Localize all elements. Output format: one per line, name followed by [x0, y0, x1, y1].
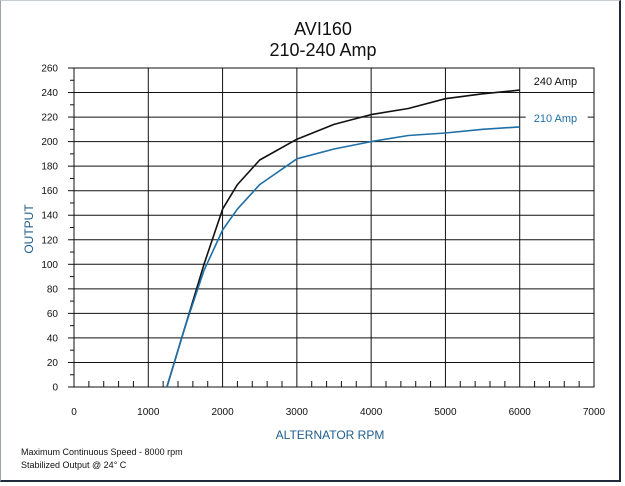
y-tick-label: 20 — [47, 358, 59, 369]
y-tick-label: 220 — [41, 113, 58, 124]
y-tick-label: 240 — [41, 88, 58, 99]
series-label-bg-1 — [525, 109, 588, 125]
note-max-speed: Maximum Continuous Speed - 8000 rpm — [21, 447, 183, 457]
x-axis-label: ALTERNATOR RPM — [276, 428, 385, 442]
note-stabilized: Stabilized Output @ 24° C — [21, 460, 127, 470]
series-line-1 — [166, 126, 520, 388]
y-tick-label: 60 — [47, 309, 59, 320]
series-line-0 — [166, 89, 520, 388]
y-tick-label: 0 — [52, 383, 58, 394]
x-tick-label: 5000 — [434, 407, 457, 418]
plot-area — [73, 67, 595, 388]
x-tick-label: 4000 — [360, 407, 383, 418]
x-tick-label: 7000 — [583, 407, 606, 418]
y-tick-label: 260 — [41, 64, 58, 75]
series-label-0: 240 Amp — [534, 76, 577, 88]
y-tick-label: 80 — [47, 284, 59, 295]
chart-title: AVI160 — [294, 19, 352, 39]
y-tick-label: 200 — [41, 137, 58, 148]
x-tick-label: 3000 — [286, 407, 309, 418]
x-tick-label: 6000 — [509, 407, 532, 418]
x-tick-label: 0 — [71, 407, 77, 418]
x-tick-label: 1000 — [137, 407, 160, 418]
series-label-bg-0 — [525, 73, 588, 89]
y-tick-label: 100 — [41, 260, 58, 271]
y-tick-label: 180 — [41, 162, 58, 173]
y-axis-label: OUTPUT — [22, 204, 36, 254]
y-tick-label: 140 — [41, 211, 58, 222]
series-label-1: 210 Amp — [534, 113, 577, 125]
x-tick-label: 2000 — [211, 407, 234, 418]
y-tick-label: 40 — [47, 333, 59, 344]
chart-subtitle: 210-240 Amp — [269, 40, 376, 60]
y-tick-label: 120 — [41, 235, 58, 246]
y-tick-label: 160 — [41, 186, 58, 197]
